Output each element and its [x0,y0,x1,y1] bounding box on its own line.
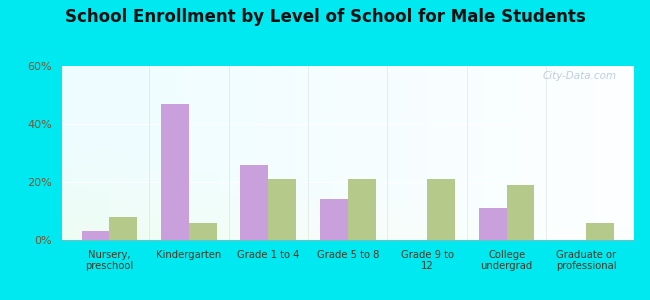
Bar [586,223,614,240]
Bar [109,217,137,240]
Text: School Enrollment by Level of School for Male Students: School Enrollment by Level of School for… [64,8,586,26]
Bar [348,179,376,240]
Bar [320,200,348,240]
Bar [240,165,268,240]
Text: City-Data.com: City-Data.com [543,71,617,81]
Bar [268,179,296,240]
Bar [479,208,506,240]
Bar [427,179,455,240]
Bar [82,231,109,240]
Bar [506,185,534,240]
Bar [161,104,189,240]
Bar [189,223,216,240]
